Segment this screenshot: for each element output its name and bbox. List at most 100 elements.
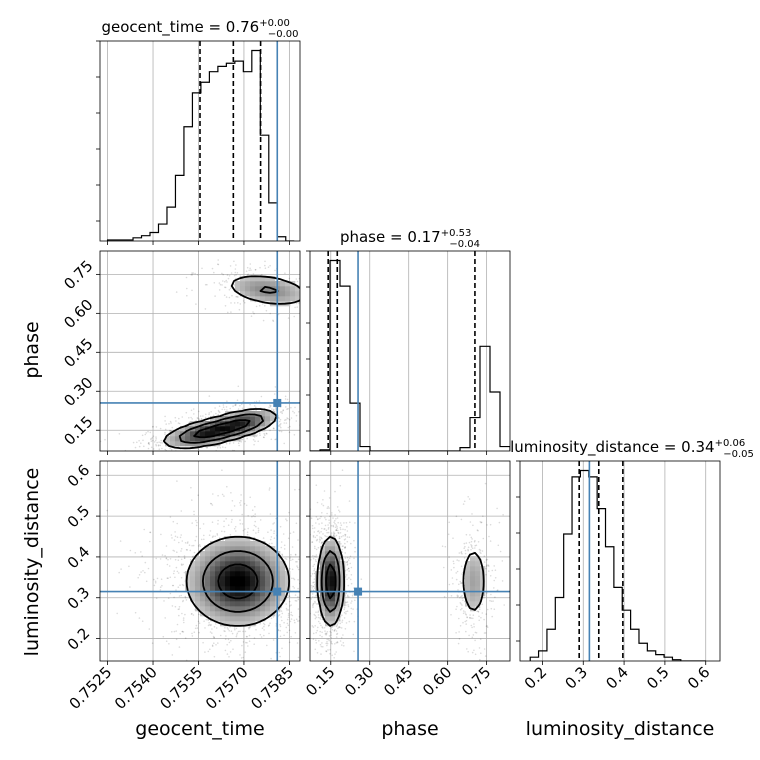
density-cell	[215, 611, 221, 617]
sample-point	[226, 400, 228, 403]
sample-point	[272, 427, 275, 430]
sample-point	[314, 312, 316, 314]
density-cell	[240, 416, 246, 422]
sample-point	[190, 416, 192, 419]
sample-point	[239, 504, 242, 506]
sample-point	[229, 265, 232, 267]
density-cell	[250, 296, 256, 302]
sample-point	[240, 441, 242, 443]
sample-point	[241, 407, 244, 410]
sample-point	[334, 653, 336, 655]
sample-point	[313, 641, 315, 643]
sample-point	[297, 596, 299, 598]
sample-point	[224, 638, 227, 640]
sample-point	[486, 608, 489, 611]
sample-point	[477, 541, 480, 543]
sample-point	[134, 611, 137, 614]
density-cell	[285, 281, 291, 287]
sample-point	[303, 310, 305, 312]
sample-point	[293, 619, 296, 622]
density-cell	[205, 606, 211, 612]
sample-point	[457, 642, 460, 645]
sample-point	[208, 395, 211, 397]
sample-point	[138, 617, 141, 619]
sample-point	[336, 623, 339, 626]
sample-point	[282, 409, 285, 412]
sample-point	[344, 628, 347, 630]
sample-point	[451, 577, 454, 579]
sample-point	[164, 431, 166, 434]
sample-point	[267, 531, 269, 533]
density-cell	[255, 416, 261, 422]
sample-point	[450, 569, 453, 571]
sample-point	[244, 440, 246, 443]
density-cell	[200, 566, 206, 572]
sample-point	[312, 557, 315, 560]
sample-point	[342, 294, 344, 296]
sample-point	[245, 270, 248, 273]
sample-point	[312, 585, 314, 588]
x-tick-label-phase: 0.15	[302, 663, 338, 699]
sample-point	[325, 634, 327, 636]
sample-point	[518, 553, 520, 555]
sample-point	[248, 640, 251, 642]
sample-point	[474, 653, 477, 656]
sample-point	[270, 529, 272, 531]
sample-point	[180, 510, 183, 512]
sample-point	[175, 291, 178, 293]
sample-point	[224, 649, 227, 652]
sample-point	[154, 439, 157, 442]
sample-point	[202, 523, 205, 525]
density-cell	[205, 576, 211, 582]
sample-point	[336, 517, 339, 519]
density-cell	[220, 596, 226, 602]
sample-point	[314, 277, 316, 279]
density-cell	[260, 611, 266, 617]
sample-point	[313, 613, 316, 616]
sample-point	[262, 537, 265, 539]
sample-point	[448, 583, 451, 586]
density-cell	[465, 571, 471, 577]
sample-point	[458, 638, 461, 640]
sample-point	[261, 627, 264, 629]
sample-point	[253, 536, 256, 539]
sample-point	[311, 524, 314, 527]
sample-point	[484, 655, 487, 657]
sample-point	[274, 386, 277, 388]
sample-point	[119, 540, 122, 542]
sample-point	[491, 615, 494, 618]
sample-point	[239, 303, 242, 305]
sample-point	[193, 631, 196, 633]
density-cell	[335, 566, 341, 572]
sample-point	[161, 554, 164, 556]
density-cell	[200, 606, 206, 612]
density-cell	[250, 291, 256, 297]
sample-point	[202, 415, 204, 417]
sample-point	[224, 305, 227, 307]
sample-point	[141, 555, 143, 557]
sample-point	[312, 606, 314, 608]
sample-point	[254, 520, 256, 523]
density-cell	[245, 431, 251, 437]
x-tick-label-geocent_time: 0.7570	[202, 663, 252, 713]
sample-point	[312, 253, 314, 255]
density-cell	[335, 581, 341, 587]
density-cell	[255, 611, 261, 617]
density-cell	[230, 606, 236, 612]
density-cell	[285, 291, 291, 297]
sample-point	[350, 566, 353, 569]
sample-point	[312, 402, 314, 404]
sample-point	[486, 564, 488, 566]
sample-point	[471, 651, 474, 654]
sample-point	[483, 618, 485, 621]
sample-point	[325, 535, 328, 538]
sample-point	[302, 560, 304, 562]
sample-point	[162, 635, 165, 638]
sample-point	[316, 603, 318, 605]
sample-point	[321, 537, 323, 540]
sample-point	[218, 289, 221, 291]
sample-point	[211, 536, 214, 538]
density-cell	[240, 576, 246, 582]
sample-point	[467, 546, 470, 549]
sample-point	[169, 516, 172, 518]
